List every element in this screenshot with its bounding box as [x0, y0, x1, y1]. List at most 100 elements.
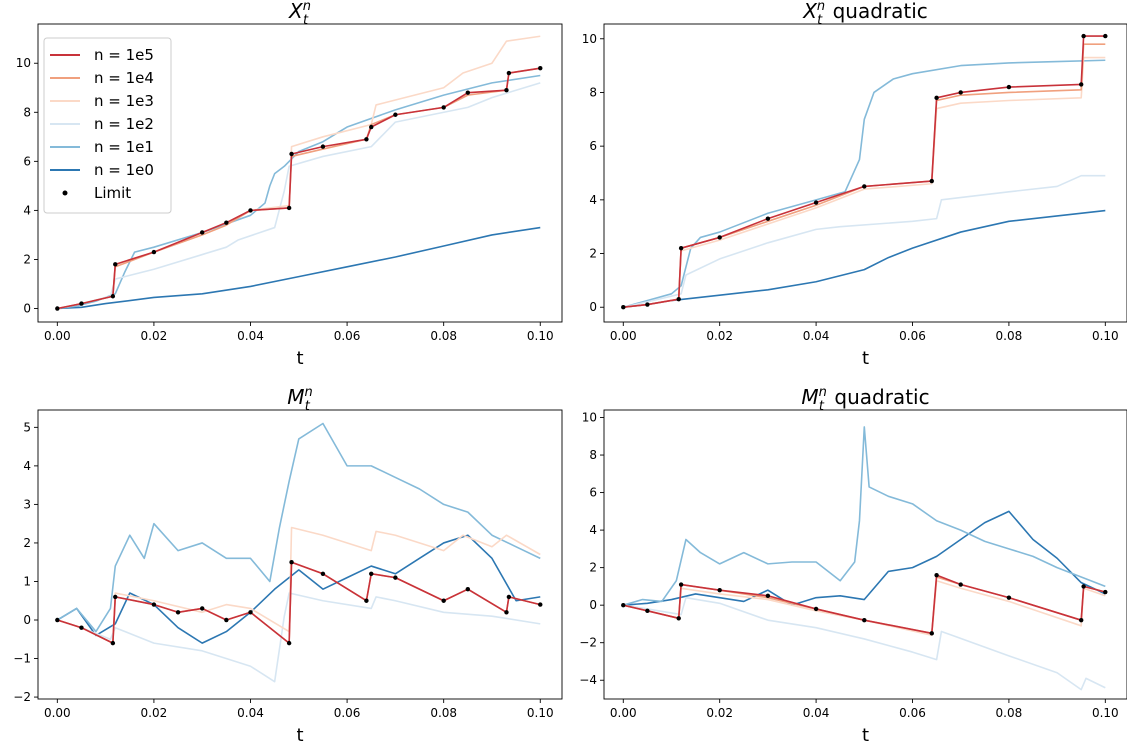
x-tick-label: 0.10 [527, 706, 554, 720]
y-tick-label: 5 [23, 420, 31, 434]
legend-label: n = 1e1 [94, 138, 154, 156]
y-tick-label: 8 [589, 448, 597, 462]
y-tick-label: 0 [589, 598, 597, 612]
x-tick-label: 0.02 [706, 329, 733, 343]
limit-point [717, 587, 722, 593]
x-tick-label: 0.00 [44, 706, 71, 720]
title-main: X [288, 0, 304, 23]
limit-point [678, 245, 684, 251]
x-tick-label: 0.00 [610, 706, 637, 720]
title-subscript: t [817, 13, 823, 28]
y-tick-label: 10 [582, 32, 597, 46]
limit-point [151, 249, 157, 255]
legend-label: n = 1e3 [94, 92, 154, 110]
x-axis-label: t [296, 348, 303, 369]
limit-point [113, 594, 118, 600]
y-tick-label: 6 [23, 154, 31, 168]
title-suffix: quadratic [826, 0, 928, 23]
y-tick-label: 4 [589, 193, 597, 207]
series-limit [55, 65, 543, 311]
series-line-n_1e3 [623, 579, 1106, 636]
legend-label: n = 1e2 [94, 115, 154, 133]
series-line-n_1e5 [623, 574, 1106, 635]
y-tick-label: 2 [589, 561, 597, 575]
series-limit [621, 572, 1108, 636]
panel-title: Xn t quadratic [802, 0, 928, 28]
limit-point [320, 571, 326, 576]
series-line-n_1e1 [56, 422, 541, 633]
limit-point [364, 137, 369, 142]
series-line-n_1e2 [623, 596, 1106, 691]
axes-frame [603, 409, 1127, 700]
limit-point [1081, 584, 1086, 589]
x-tick-label: 0.02 [141, 329, 168, 343]
panel-title: Mn t quadratic [801, 385, 929, 414]
limit-point [504, 610, 509, 615]
series-line-n_1e1 [623, 426, 1106, 606]
y-tick-label: 8 [23, 105, 31, 119]
limit-point [465, 90, 471, 95]
limit-point [1081, 33, 1086, 39]
series-line-n_1e0 [623, 510, 1106, 606]
y-tick-label: 2 [589, 247, 597, 261]
y-tick-label: 0 [23, 302, 31, 316]
series-limit [55, 560, 543, 646]
legend-label: n = 1e4 [94, 69, 154, 87]
y-tick-label: 6 [589, 139, 597, 153]
panel-title: Xn t [288, 0, 311, 28]
limit-point [289, 151, 294, 157]
limit-point [369, 571, 374, 576]
limit-point [393, 575, 398, 580]
limit-point [813, 200, 819, 205]
limit-point [248, 610, 253, 615]
x-tick-label: 0.04 [803, 329, 830, 343]
title-superscript: n [305, 385, 313, 400]
limit-point [224, 617, 229, 623]
limit-point [538, 602, 543, 607]
limit-point [55, 306, 60, 311]
y-tick-label: 1 [23, 574, 31, 588]
y-tick-label: 2 [23, 536, 31, 550]
x-axis-label: t [296, 725, 303, 744]
limit-point [1079, 617, 1084, 623]
y-tick-label: 3 [23, 497, 31, 511]
x-tick-label: 0.02 [141, 706, 168, 720]
x-tick-label: 0.10 [1092, 706, 1119, 720]
title-superscript: n [819, 385, 827, 400]
title-superscript: n [303, 0, 311, 14]
limit-point [765, 593, 771, 598]
limit-point [286, 205, 292, 211]
x-tick-label: 0.08 [430, 706, 457, 720]
limit-point [1079, 82, 1084, 87]
y-tick-label: 6 [589, 486, 597, 500]
title-subscript: t [819, 399, 825, 414]
series-line-n_1e2 [623, 174, 1106, 309]
limit-point [113, 262, 118, 267]
legend: n = 1e5 n = 1e4 n = 1e3 n = 1e2 n = 1e1 n = 1… [43, 37, 172, 214]
legend-marker-dot [62, 190, 68, 196]
x-tick-label: 0.06 [334, 706, 361, 720]
limit-point [320, 144, 326, 149]
title-main: X [802, 0, 818, 23]
y-tick-label: 10 [16, 56, 31, 70]
series-line-n_1e0 [57, 226, 541, 310]
title-main: M [287, 385, 304, 409]
limit-point [645, 302, 650, 307]
limit-point [79, 625, 84, 630]
y-tick-label: −1 [13, 652, 31, 666]
limit-point [958, 582, 963, 587]
limit-point [813, 606, 819, 612]
limit-point [248, 208, 253, 213]
limit-point [765, 216, 771, 221]
title-superscript: n [817, 0, 825, 14]
limit-point [1006, 595, 1012, 600]
y-tick-label: 8 [589, 85, 597, 99]
y-tick-label: 4 [589, 523, 597, 537]
x-tick-label: 0.02 [706, 706, 733, 720]
x-tick-label: 0.00 [610, 329, 637, 343]
series-line-n_1e4 [623, 43, 1106, 309]
